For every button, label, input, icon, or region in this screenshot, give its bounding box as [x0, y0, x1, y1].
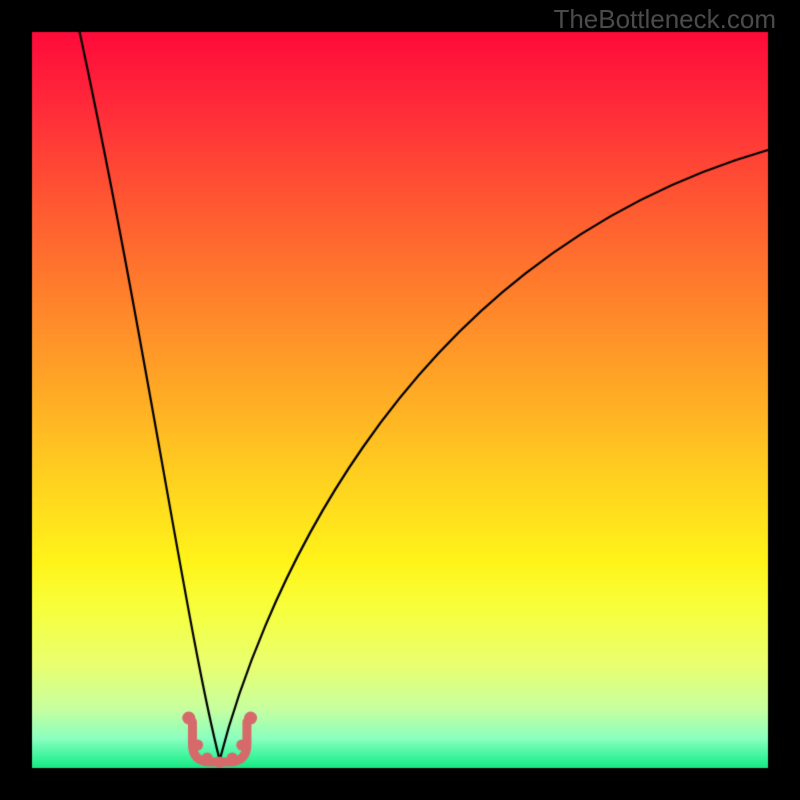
watermark-text: TheBottleneck.com: [553, 4, 776, 35]
chart-root: TheBottleneck.com: [0, 0, 800, 800]
bottleneck-chart-canvas: [0, 0, 800, 800]
